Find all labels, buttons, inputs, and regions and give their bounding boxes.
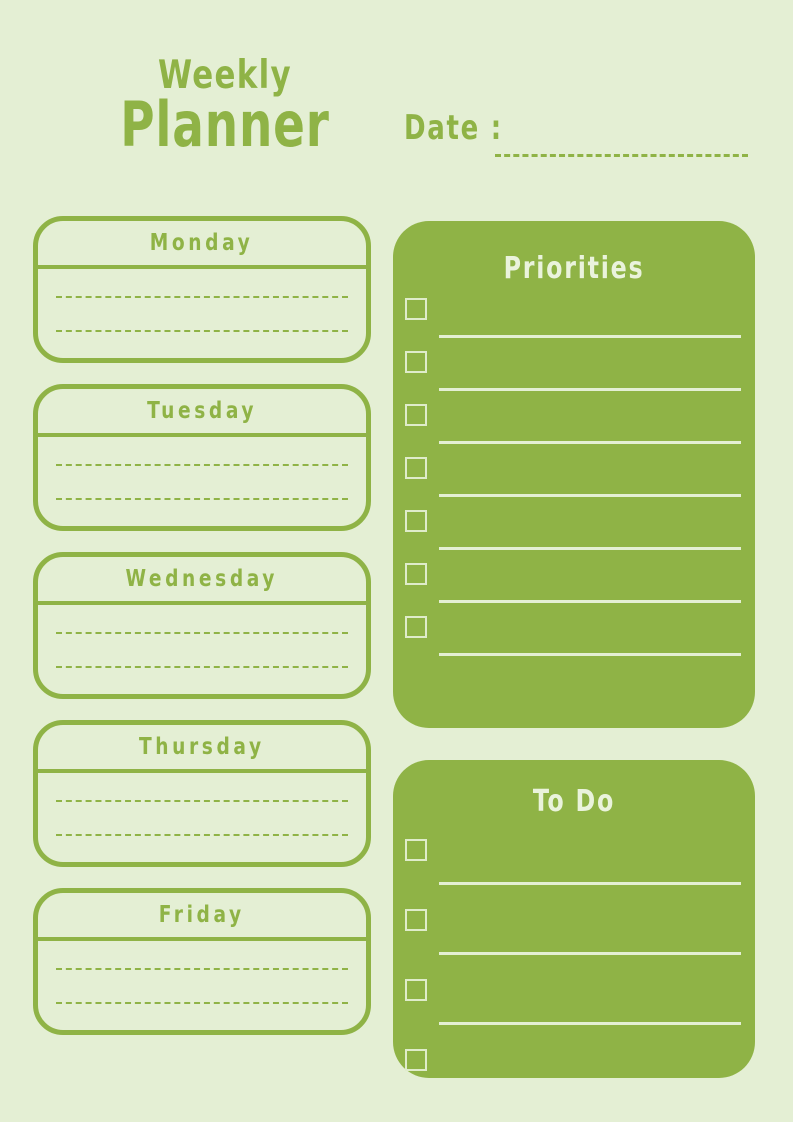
priorities-panel: Priorities bbox=[393, 221, 755, 728]
checkbox-icon[interactable] bbox=[405, 616, 427, 638]
checkbox-icon[interactable] bbox=[405, 979, 427, 1001]
list-item[interactable] bbox=[405, 455, 741, 505]
day-write-line[interactable] bbox=[56, 497, 348, 500]
list-item[interactable] bbox=[405, 977, 741, 1035]
day-card-friday[interactable]: Friday bbox=[33, 888, 371, 1035]
checkbox-icon[interactable] bbox=[405, 839, 427, 861]
priority-input[interactable] bbox=[439, 653, 741, 656]
checkbox-icon[interactable] bbox=[405, 909, 427, 931]
list-item[interactable] bbox=[405, 1047, 741, 1105]
list-item[interactable] bbox=[405, 614, 741, 664]
priority-input[interactable] bbox=[439, 494, 741, 497]
day-name-label: Wednesday bbox=[125, 566, 279, 592]
priority-input[interactable] bbox=[439, 600, 741, 603]
day-name-label: Thursday bbox=[139, 734, 265, 760]
day-header: Thursday bbox=[38, 725, 366, 773]
checkbox-icon[interactable] bbox=[405, 404, 427, 426]
todo-input[interactable] bbox=[439, 952, 741, 955]
day-body[interactable] bbox=[38, 941, 366, 1030]
checkbox-icon[interactable] bbox=[405, 510, 427, 532]
days-column: Monday Tuesday Wednesday bbox=[33, 216, 371, 1056]
todo-input[interactable] bbox=[439, 882, 741, 885]
day-header: Monday bbox=[38, 221, 366, 269]
page-header: Weekly Planner Date : bbox=[0, 0, 793, 205]
day-write-line[interactable] bbox=[56, 967, 348, 970]
day-header: Tuesday bbox=[38, 389, 366, 437]
priority-input[interactable] bbox=[439, 441, 741, 444]
priority-input[interactable] bbox=[439, 547, 741, 550]
date-input[interactable] bbox=[495, 154, 748, 157]
todo-input[interactable] bbox=[439, 1022, 741, 1025]
todo-panel: To Do bbox=[393, 760, 755, 1095]
day-body[interactable] bbox=[38, 269, 366, 358]
day-write-line[interactable] bbox=[56, 295, 348, 298]
day-card-monday[interactable]: Monday bbox=[33, 216, 371, 363]
day-name-label: Monday bbox=[150, 230, 254, 256]
checkbox-icon[interactable] bbox=[405, 563, 427, 585]
checkbox-icon[interactable] bbox=[405, 457, 427, 479]
checkbox-icon[interactable] bbox=[405, 298, 427, 320]
day-write-line[interactable] bbox=[56, 799, 348, 802]
list-item[interactable] bbox=[405, 907, 741, 965]
date-label: Date : bbox=[404, 108, 503, 148]
day-name-label: Friday bbox=[159, 902, 245, 928]
list-item[interactable] bbox=[405, 349, 741, 399]
day-body[interactable] bbox=[38, 773, 366, 862]
day-card-wednesday[interactable]: Wednesday bbox=[33, 552, 371, 699]
checkbox-icon[interactable] bbox=[405, 351, 427, 373]
title-weekly: Weekly bbox=[158, 53, 292, 98]
todo-list bbox=[393, 837, 755, 1105]
page-title: Weekly Planner bbox=[95, 53, 355, 161]
list-item[interactable] bbox=[405, 296, 741, 346]
day-write-line[interactable] bbox=[56, 665, 348, 668]
day-name-label: Tuesday bbox=[146, 398, 258, 424]
list-item[interactable] bbox=[405, 402, 741, 452]
day-write-line[interactable] bbox=[56, 463, 348, 466]
day-card-thursday[interactable]: Thursday bbox=[33, 720, 371, 867]
list-item[interactable] bbox=[405, 561, 741, 611]
priority-input[interactable] bbox=[439, 388, 741, 391]
day-header: Wednesday bbox=[38, 557, 366, 605]
day-header: Friday bbox=[38, 893, 366, 941]
priority-input[interactable] bbox=[439, 335, 741, 338]
day-write-line[interactable] bbox=[56, 329, 348, 332]
day-write-line[interactable] bbox=[56, 631, 348, 634]
date-field: Date : bbox=[404, 108, 764, 178]
title-planner: Planner bbox=[120, 87, 330, 161]
day-body[interactable] bbox=[38, 437, 366, 526]
priorities-title: Priorities bbox=[503, 251, 645, 286]
priorities-list bbox=[393, 296, 755, 664]
todo-input[interactable] bbox=[439, 1092, 741, 1095]
todo-title: To Do bbox=[532, 784, 616, 819]
day-card-tuesday[interactable]: Tuesday bbox=[33, 384, 371, 531]
day-body[interactable] bbox=[38, 605, 366, 694]
list-item[interactable] bbox=[405, 837, 741, 895]
list-item[interactable] bbox=[405, 508, 741, 558]
day-write-line[interactable] bbox=[56, 1001, 348, 1004]
checkbox-icon[interactable] bbox=[405, 1049, 427, 1071]
day-write-line[interactable] bbox=[56, 833, 348, 836]
